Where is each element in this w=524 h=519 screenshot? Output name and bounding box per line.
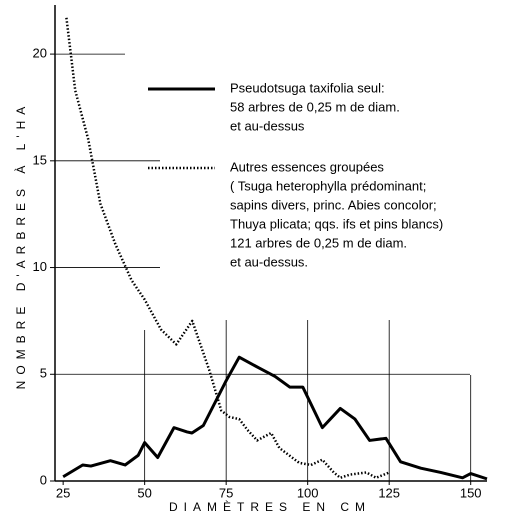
legend-label: Autres essences groupées bbox=[230, 159, 384, 174]
legend-text: sapins divers, princ. Abies concolor; bbox=[230, 197, 437, 212]
legend-text: et au-dessus. bbox=[230, 254, 308, 269]
x-tick-label: 150 bbox=[460, 485, 482, 500]
y-axis-label: NOMBRE D'ARBRES À L'HA bbox=[13, 101, 28, 390]
x-tick-label: 25 bbox=[56, 485, 70, 500]
x-axis-label: DIAMÈTRES EN CM bbox=[169, 499, 371, 514]
y-tick-label: 0 bbox=[40, 472, 47, 487]
y-tick-label: 5 bbox=[40, 366, 47, 381]
legend-text: Thuya plicata; qqs. ifs et pins blancs) bbox=[230, 216, 443, 231]
x-tick-label: 50 bbox=[137, 485, 151, 500]
legend-text: et au-dessus bbox=[230, 118, 305, 133]
y-tick-label: 15 bbox=[33, 152, 47, 167]
y-tick-label: 20 bbox=[33, 46, 47, 61]
legend-text: 58 arbres de 0,25 m de diam. bbox=[230, 99, 400, 114]
y-tick-label: 10 bbox=[33, 259, 47, 274]
x-tick-label: 75 bbox=[219, 485, 233, 500]
series-line bbox=[65, 17, 390, 480]
x-tick-label: 125 bbox=[378, 485, 400, 500]
legend-text: ( Tsuga heterophylla prédominant; bbox=[230, 178, 426, 193]
x-tick-label: 100 bbox=[297, 485, 319, 500]
series-line bbox=[62, 355, 488, 481]
legend-text: 121 arbres de 0,25 m de diam. bbox=[230, 235, 407, 250]
legend-label: Pseudotsuga taxifolia seul: bbox=[230, 80, 385, 95]
